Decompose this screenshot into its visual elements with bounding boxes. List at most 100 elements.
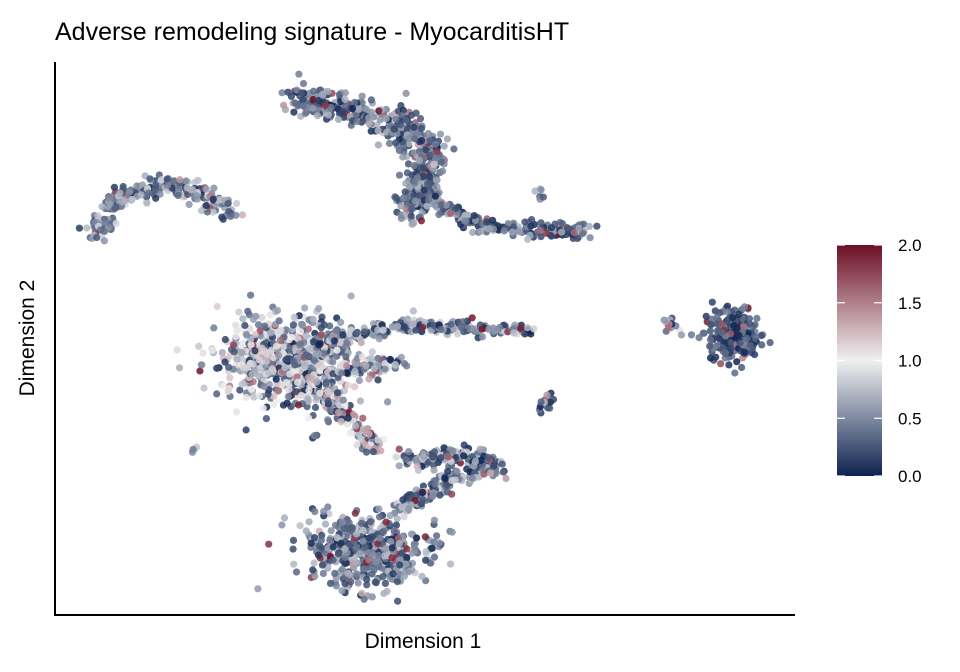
data-point (351, 367, 359, 375)
data-point (279, 343, 287, 351)
data-point (324, 397, 332, 405)
data-point (359, 527, 367, 535)
data-point (706, 327, 715, 335)
data-point (447, 209, 455, 218)
data-point (359, 537, 367, 546)
data-point (537, 398, 545, 406)
data-point (305, 518, 313, 526)
data-point (333, 534, 341, 542)
data-point (311, 534, 319, 542)
data-point (209, 208, 217, 216)
data-point (329, 556, 337, 564)
data-point (382, 115, 390, 123)
data-point (446, 560, 455, 568)
data-point (405, 134, 413, 142)
data-point (477, 456, 485, 464)
color-legend: 0.0 0.5 1.0 1.5 2.0 (837, 236, 922, 486)
data-point (396, 121, 404, 129)
data-point (735, 310, 743, 318)
data-point (344, 569, 352, 577)
data-point (210, 324, 218, 332)
data-point (311, 508, 319, 516)
data-point (241, 321, 249, 330)
data-point (299, 102, 307, 110)
data-point (327, 527, 335, 535)
data-point (273, 306, 282, 314)
data-point (510, 329, 518, 337)
data-point (235, 308, 243, 316)
data-point (279, 401, 288, 409)
data-point (334, 408, 343, 417)
data-point (296, 522, 304, 530)
data-point (317, 324, 325, 332)
data-point (326, 322, 334, 330)
data-point (469, 228, 477, 236)
data-point (374, 540, 382, 548)
data-point (199, 349, 207, 357)
data-point (182, 177, 190, 185)
data-point (353, 559, 361, 568)
data-point (368, 108, 376, 116)
data-point (238, 340, 246, 348)
data-point (417, 217, 425, 225)
data-point (664, 323, 673, 331)
data-point (392, 453, 400, 461)
data-point (334, 550, 342, 558)
data-point (247, 291, 255, 299)
chart-title: Adverse remodeling signature - Myocardit… (55, 18, 569, 46)
data-point (391, 361, 399, 369)
data-point (342, 339, 350, 347)
data-point (523, 324, 532, 332)
data-point (449, 447, 457, 455)
data-point (315, 542, 323, 550)
data-point (490, 462, 498, 470)
data-point (352, 360, 360, 368)
data-point (275, 351, 283, 359)
data-point (353, 570, 361, 578)
data-point (302, 351, 311, 359)
data-point (375, 513, 384, 521)
colorbar-tick-label: 0.5 (898, 409, 922, 428)
data-point (708, 298, 716, 306)
data-point (408, 566, 416, 574)
data-point (395, 171, 404, 179)
data-point (413, 174, 421, 182)
data-point (221, 335, 229, 344)
data-point (373, 121, 381, 129)
data-point (402, 560, 410, 568)
data-point (355, 376, 363, 385)
data-point (310, 357, 318, 365)
data-point (499, 468, 507, 476)
data-point (366, 518, 374, 526)
data-point (324, 111, 332, 119)
data-point (224, 387, 232, 395)
data-point (330, 337, 338, 345)
data-point (438, 167, 447, 175)
data-point (213, 364, 221, 372)
data-point (314, 551, 323, 559)
data-point (359, 414, 367, 422)
data-point (296, 340, 304, 348)
data-point (498, 460, 506, 468)
data-point (375, 551, 383, 560)
data-point (358, 92, 366, 100)
data-point (296, 328, 305, 336)
data-point (398, 111, 406, 119)
data-point (395, 445, 403, 453)
data-point (677, 331, 686, 339)
data-point (404, 505, 413, 513)
data-point (152, 182, 160, 190)
data-point (375, 335, 383, 343)
data-point (374, 376, 382, 384)
data-point (250, 393, 258, 401)
data-point (367, 354, 375, 362)
data-point (471, 457, 479, 466)
data-point (137, 191, 145, 199)
data-point (310, 559, 318, 567)
data-point (251, 347, 259, 355)
data-point (381, 360, 389, 368)
data-point (363, 581, 371, 589)
data-point (292, 568, 301, 576)
data-point (301, 109, 309, 118)
data-point (278, 521, 286, 529)
